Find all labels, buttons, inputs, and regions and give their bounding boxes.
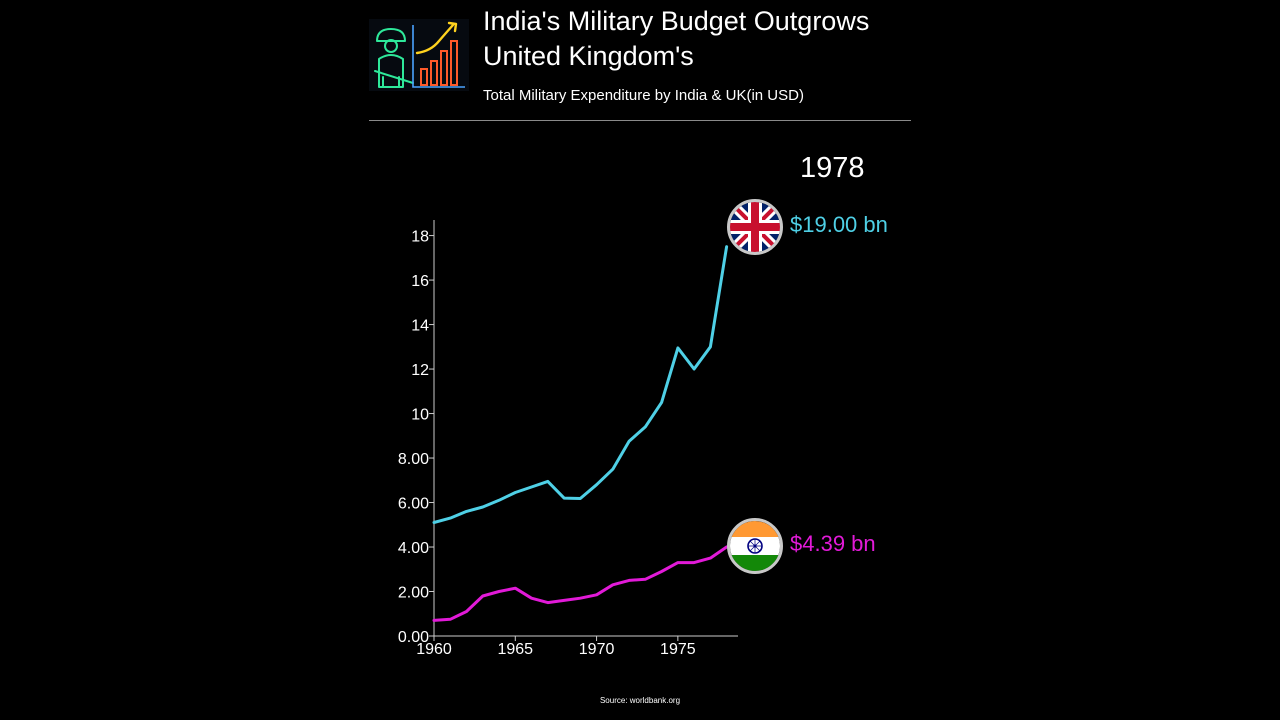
india-series-line <box>432 545 729 622</box>
y-tick-label: 16 <box>411 273 429 290</box>
y-tick-label: 4.00 <box>398 540 429 557</box>
y-tick-label: 18 <box>411 229 429 246</box>
series-end-markers <box>727 199 783 574</box>
x-tick-label: 1960 <box>416 641 452 658</box>
x-tick-label: 1975 <box>660 641 696 658</box>
y-tick-label: 0.00 <box>398 629 429 646</box>
x-tick-label: 1970 <box>579 641 615 658</box>
india-flag-icon <box>727 518 783 574</box>
uk-flag-icon <box>727 199 783 255</box>
y-tick-label: 8.00 <box>398 451 429 468</box>
header-divider <box>369 120 911 121</box>
uk-series-line <box>432 245 729 524</box>
y-tick-label: 2.00 <box>398 585 429 602</box>
chart-axes: 0.00 2.00 4.00 6.00 8.00 10 12 14 16 18 1960 1965 19… <box>398 220 738 658</box>
uk-value-label: $19.00 bn <box>790 212 888 237</box>
chart-title: India's Military Budget Outgrows United … <box>483 6 870 71</box>
y-tick-label: 10 <box>411 407 429 424</box>
chart-series <box>432 245 729 622</box>
soldier-growth-chart-icon <box>369 19 469 91</box>
current-year-label: 1978 <box>800 152 865 184</box>
y-tick-label: 14 <box>411 318 429 335</box>
y-tick-label: 6.00 <box>398 496 429 513</box>
source-note: Source: worldbank.org <box>599 696 681 705</box>
y-tick-label: 12 <box>411 362 429 379</box>
chart-subtitle: Total Military Expenditure by India & UK… <box>483 87 804 104</box>
x-tick-label: 1965 <box>497 641 533 658</box>
india-value-label: $4.39 bn <box>790 531 876 556</box>
